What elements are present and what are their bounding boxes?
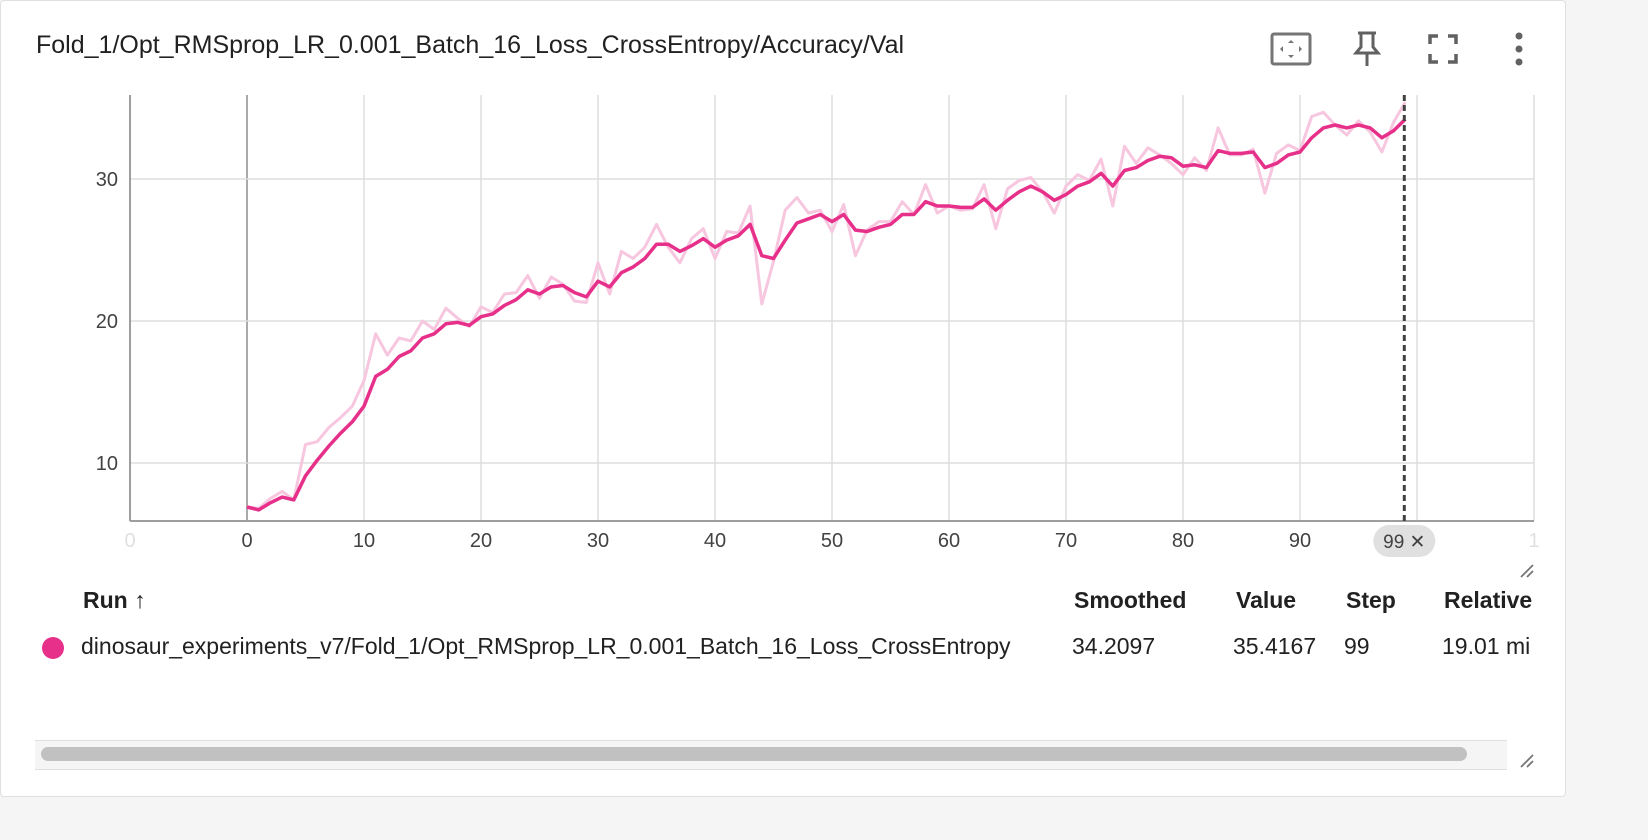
- x-tick-label: 60: [938, 530, 960, 552]
- step-cursor-badge: [1373, 525, 1436, 557]
- more-vert-icon: [1515, 32, 1523, 66]
- col-relative[interactable]: Relative: [1444, 587, 1533, 613]
- smoothed-value: 34.2097: [1072, 633, 1156, 659]
- smoothed-series-line: [246, 117, 1407, 512]
- y-tick-label: 20: [96, 311, 118, 333]
- fit-domain-icon: [1270, 32, 1312, 66]
- y-tick-label: 10: [96, 453, 118, 475]
- line-chart[interactable]: 10 20 30 0 0 10 20 30 40 50 60 70 80 90 1 99 ✕: [1, 81, 1561, 576]
- x-tick-label: 90: [1289, 530, 1311, 552]
- x-tick-label: 0: [241, 530, 252, 552]
- fit-domain-button[interactable]: [1267, 25, 1315, 73]
- pin-icon: [1352, 31, 1382, 66]
- raw-series-line: [246, 101, 1407, 510]
- raw-value: 35.4167: [1233, 633, 1317, 659]
- table-row: dinosaur_experiments_v7/Fold_1/Opt_RMSpr…: [1, 627, 1535, 667]
- card-title: Fold_1/Opt_RMSprop_LR_0.001_Batch_16_Los…: [36, 31, 905, 59]
- data-table-header: Run ↑ Smoothed Value Step Relative: [1, 581, 1535, 621]
- x-tick-label: 10: [353, 530, 375, 552]
- col-run[interactable]: Run ↑: [83, 587, 146, 613]
- x-tick-label: 0: [124, 530, 135, 552]
- horizontal-scrollbar[interactable]: [35, 740, 1507, 770]
- fullscreen-icon: [1428, 34, 1458, 64]
- y-tick-label: 30: [96, 169, 118, 191]
- step-cursor-label: 99 ✕: [1383, 532, 1425, 553]
- chart-svg[interactable]: 10 20 30 0 0 10 20 30 40 50 60 70 80 90 1 99 ✕: [1, 81, 1561, 571]
- table-resize-icon[interactable]: [1517, 751, 1535, 769]
- chart-resize-icon[interactable]: [1517, 561, 1535, 579]
- scrollbar-thumb[interactable]: [41, 747, 1467, 761]
- col-smoothed[interactable]: Smoothed: [1074, 587, 1187, 613]
- more-options-button[interactable]: [1495, 25, 1543, 73]
- scalar-card: Fold_1/Opt_RMSprop_LR_0.001_Batch_16_Los…: [0, 0, 1566, 797]
- col-value[interactable]: Value: [1236, 587, 1297, 613]
- x-tick-label: 1: [1528, 530, 1539, 552]
- x-tick-label: 70: [1055, 530, 1077, 552]
- pin-button[interactable]: [1343, 25, 1391, 73]
- step-value: 99: [1344, 633, 1370, 659]
- fullscreen-button[interactable]: [1419, 25, 1467, 73]
- run-color-dot: [42, 637, 64, 659]
- x-tick-label: 20: [470, 530, 492, 552]
- col-step[interactable]: Step: [1346, 587, 1396, 613]
- x-tick-label: 80: [1172, 530, 1194, 552]
- x-tick-label: 50: [821, 530, 843, 552]
- relative-value: 19.01 mi: [1442, 633, 1531, 659]
- x-tick-label: 30: [587, 530, 609, 552]
- run-name: dinosaur_experiments_v7/Fold_1/Opt_RMSpr…: [81, 633, 1011, 659]
- x-tick-label: 40: [704, 530, 726, 552]
